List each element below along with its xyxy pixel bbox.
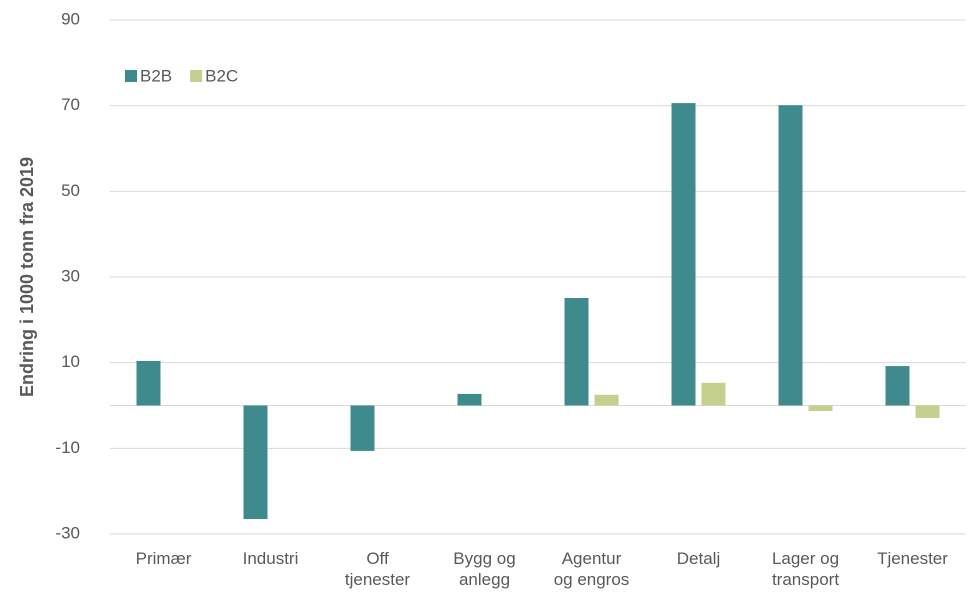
x-tick-label: Lager og transport [772,549,839,589]
legend-label: B2C [205,66,238,85]
bar [778,105,803,406]
y-tick-label: 30 [61,266,80,285]
bar [808,405,833,412]
legend-swatch [125,70,137,82]
bar [564,297,589,406]
y-tick-label: 10 [61,352,80,371]
bar [457,393,482,406]
x-tick-label: Agentur og engros [554,549,630,589]
legend-swatch [190,70,203,82]
bar [701,382,726,406]
y-tick-label: -10 [55,438,80,457]
y-tick-label: 70 [61,95,80,114]
x-tick-label: Detalj [677,549,720,568]
x-tick-label: Off tjenester [345,549,411,589]
y-axis-title: Endring i 1000 tonn fra 2019 [17,157,37,397]
bar [243,405,268,520]
bar [915,405,940,418]
x-tick-label: Primær [136,549,192,568]
y-tick-label: -30 [55,523,80,542]
bar [594,394,619,406]
bar [885,366,910,406]
x-tick-label: Industri [243,549,299,568]
x-tick-label: Bygg og anlegg [453,549,515,589]
y-tick-label: 90 [61,9,80,28]
bar [350,405,375,451]
x-tick-label: Tjenester [877,549,948,568]
bar [136,360,161,406]
legend-label: B2B [140,66,172,85]
bar [671,103,696,406]
y-tick-label: 50 [61,181,80,200]
